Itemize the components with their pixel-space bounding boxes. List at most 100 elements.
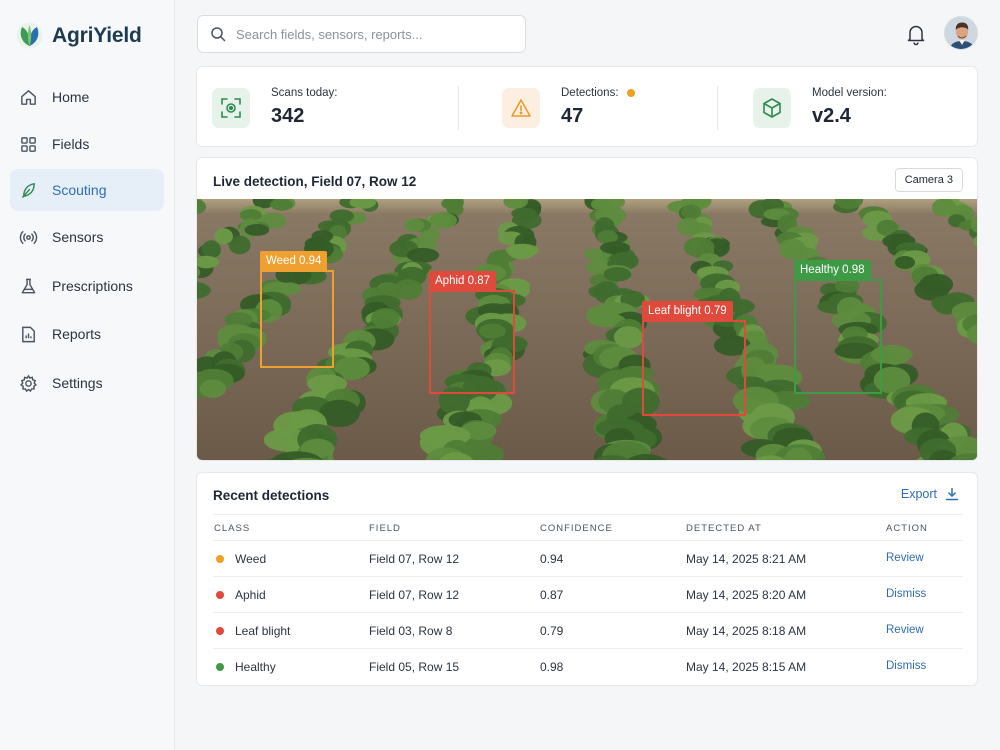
grid-icon (21, 136, 36, 152)
home-icon (21, 89, 36, 105)
recent-detections-title: Recent detections (213, 488, 330, 503)
sidebar-item-label: Home (52, 89, 90, 105)
sidebar-item-scouting[interactable]: Scouting (10, 169, 164, 211)
confidence-cell: 0.98 (540, 660, 564, 674)
sidebar-item-home[interactable]: Home (10, 76, 164, 118)
app-name: AgriYield (52, 23, 142, 47)
brand[interactable]: AgriYield (16, 22, 142, 49)
signal-icon (19, 230, 38, 244)
gear-icon (20, 374, 37, 392)
detected-at-cell: May 14, 2025 8:18 AM (686, 624, 807, 638)
notification-bell-icon[interactable] (904, 22, 928, 46)
class-name: Aphid (235, 588, 266, 602)
stat-divider (717, 86, 718, 130)
search-bar[interactable] (197, 15, 526, 53)
bbox-label-healthy: Healthy 0.98 (794, 260, 871, 279)
report-icon (22, 326, 35, 342)
search-input[interactable] (236, 26, 506, 42)
bbox-leaf-blight[interactable]: Leaf blight 0.79 (642, 301, 746, 416)
detected-at-cell: May 14, 2025 8:20 AM (686, 588, 807, 602)
bbox-label-leaf-blight: Leaf blight 0.79 (642, 301, 733, 320)
field-cell: Field 07, Row 12 (369, 552, 460, 566)
flask-icon (21, 278, 36, 293)
column-header-field: FIELD (369, 523, 401, 534)
class-color-dot (216, 591, 224, 599)
class-cell: Weed (216, 552, 266, 566)
class-color-dot (216, 627, 224, 635)
class-cell: Leaf blight (216, 624, 290, 638)
sidebar-item-label: Settings (52, 375, 103, 391)
class-cell: Healthy (216, 660, 276, 674)
camera-select-button[interactable]: Camera 3 (894, 168, 963, 192)
search-icon (211, 27, 226, 42)
sidebar-item-reports[interactable]: Reports (10, 313, 164, 355)
class-color-dot (216, 555, 224, 563)
stat-scans-icon-box (212, 87, 250, 128)
table-row: Leaf blight Field 03, Row 8 0.79 May 14,… (213, 613, 963, 649)
class-name: Weed (235, 552, 267, 566)
review-link[interactable]: Review (886, 624, 924, 636)
bbox-label-aphid: Aphid 0.87 (429, 271, 496, 290)
avatar[interactable] (944, 16, 978, 50)
sidebar-item-label: Prescriptions (52, 278, 133, 294)
sidebar-item-label: Fields (52, 136, 90, 152)
column-header-detected-at: DETECTED AT (686, 523, 762, 534)
stat-detections-value: 47 (561, 105, 584, 127)
recent-detections-panel: Recent detections Export CLASS FIELD CON… (196, 472, 978, 686)
column-header-confidence: CONFIDENCE (540, 523, 613, 534)
review-link[interactable]: Review (886, 552, 924, 564)
bbox-label-weed: Weed 0.94 (260, 251, 328, 270)
field-cell: Field 07, Row 12 (369, 588, 460, 602)
dismiss-link[interactable]: Dismiss (886, 588, 927, 600)
stat-scans-value: 342 (271, 105, 305, 127)
live-detection-panel: Live detection, Field 07, Row 12 Camera … (196, 157, 978, 461)
stat-detections: Detections: 47 (502, 67, 635, 148)
stat-model: Model version: v2.4 (753, 67, 887, 148)
confidence-cell: 0.79 (540, 624, 564, 638)
leaf-icon (22, 182, 35, 198)
sidebar-item-label: Sensors (52, 229, 104, 245)
table-row: Healthy Field 05, Row 15 0.98 May 14, 20… (213, 649, 963, 685)
table-header: CLASS FIELD CONFIDENCE DETECTED AT ACTIO… (213, 514, 963, 541)
sidebar-item-label: Scouting (52, 182, 107, 198)
live-detection-title: Live detection, Field 07, Row 12 (213, 174, 417, 189)
column-header-class: CLASS (214, 523, 251, 534)
confidence-cell: 0.87 (540, 588, 564, 602)
class-cell: Aphid (216, 588, 266, 602)
table-row: Aphid Field 07, Row 12 0.87 May 14, 2025… (213, 577, 963, 613)
sidebar-item-settings[interactable]: Settings (10, 362, 164, 404)
field-camera-feed[interactable]: Weed 0.94 Aphid 0.87 Leaf blight 0.79 He… (197, 191, 977, 460)
stats-card: Scans today: 342 Detections: 47 Model ve… (196, 66, 978, 147)
agriyield-logo-icon (16, 22, 43, 49)
user-avatar-icon (945, 17, 977, 49)
field-cell: Field 03, Row 8 (369, 624, 453, 638)
class-name: Healthy (235, 660, 276, 674)
table-row: Weed Field 07, Row 12 0.94 May 14, 2025 … (213, 541, 963, 577)
stat-detections-icon-box (502, 87, 540, 128)
warning-icon (511, 98, 531, 117)
bbox-healthy[interactable]: Healthy 0.98 (794, 260, 882, 394)
class-name: Leaf blight (235, 624, 291, 638)
detected-at-cell: May 14, 2025 8:21 AM (686, 552, 807, 566)
confidence-cell: 0.94 (540, 552, 564, 566)
detected-at-cell: May 14, 2025 8:15 AM (686, 660, 807, 674)
stat-model-icon-box (753, 87, 791, 128)
export-label: Export (900, 487, 937, 501)
sidebar-item-prescriptions[interactable]: Prescriptions (10, 265, 164, 307)
bbox-weed[interactable]: Weed 0.94 (260, 251, 334, 368)
sidebar-item-fields[interactable]: Fields (10, 123, 164, 165)
column-header-action: ACTION (886, 523, 928, 534)
stat-model-label: Model version: (812, 87, 887, 99)
stat-scans-label: Scans today: (271, 87, 338, 99)
detections-indicator-dot (626, 89, 635, 97)
cube-icon (763, 97, 781, 118)
field-cell: Field 05, Row 15 (369, 660, 460, 674)
sidebar-item-label: Reports (52, 326, 102, 342)
crop-field-image (197, 191, 977, 460)
sidebar-item-sensors[interactable]: Sensors (10, 216, 164, 258)
dismiss-link[interactable]: Dismiss (886, 660, 927, 672)
class-color-dot (216, 663, 224, 671)
sidebar: AgriYield Home Fields Scouting Sensors P… (0, 0, 175, 750)
export-button[interactable]: Export (901, 487, 959, 501)
bbox-aphid[interactable]: Aphid 0.87 (429, 271, 515, 394)
